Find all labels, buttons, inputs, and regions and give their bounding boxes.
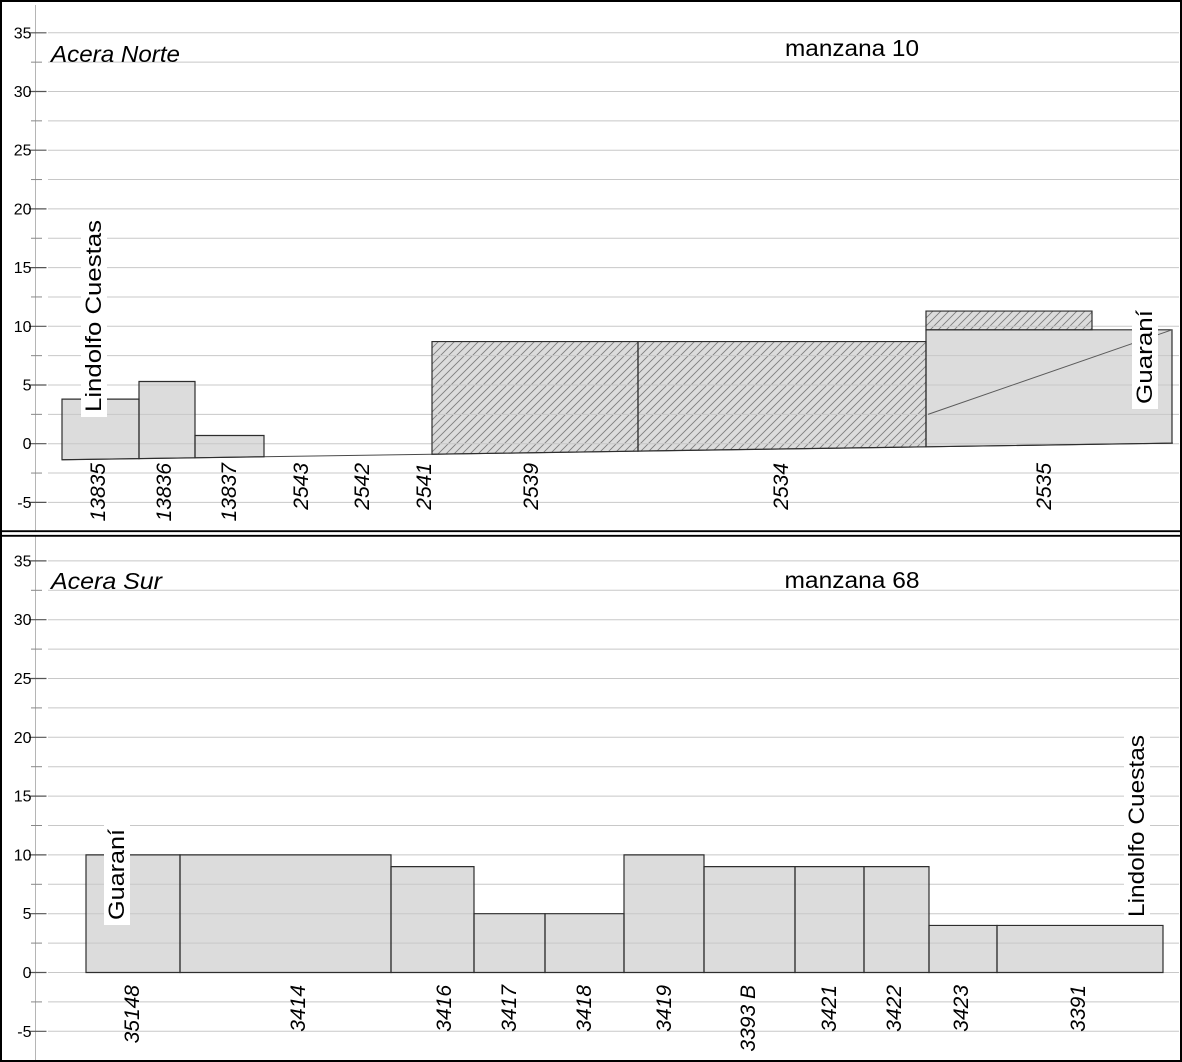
- building-outline-13837: [194, 434, 265, 459]
- street-name-left: Lindolfo Cuestas: [81, 220, 106, 412]
- street-name-right-bg: [1132, 304, 1158, 409]
- panel-title: Acera Sur: [49, 568, 164, 594]
- y-tick-label: 35: [14, 553, 32, 570]
- lot-label: 3419: [653, 985, 676, 1032]
- y-tick-label: 5: [23, 378, 32, 395]
- street-name-right-bg: [1124, 729, 1150, 922]
- building-outline-3391: [996, 924, 1164, 974]
- street-name-left: Guaraní: [104, 829, 129, 920]
- lot-label: 3391: [1067, 985, 1090, 1032]
- building-fill-3393-B: [704, 866, 795, 973]
- lot-label: 2543: [290, 463, 313, 511]
- block-label: manzana 68: [785, 567, 920, 593]
- lot-label: 13835: [87, 463, 110, 522]
- lot-label: 3422: [883, 985, 906, 1032]
- block-label: manzana 10: [785, 35, 919, 61]
- building-fill-3391: [997, 925, 1163, 973]
- y-tick-label: 35: [14, 25, 32, 42]
- y-tick-label: 10: [14, 319, 32, 336]
- y-tick-label: -5: [17, 495, 31, 512]
- y-tick-label: 30: [14, 84, 32, 101]
- street-name-left-bg: [104, 823, 130, 925]
- y-tick-label: 5: [23, 906, 32, 923]
- building-fill-3416: [391, 866, 474, 973]
- building-fill-3422: [864, 866, 929, 973]
- building-fill-3423: [929, 925, 997, 973]
- street-name-right: Lindolfo Cuestas: [1124, 735, 1149, 917]
- lot-label: 2541: [413, 463, 436, 511]
- y-tick-label: 30: [14, 612, 32, 629]
- building-fill-13837: [195, 435, 264, 458]
- y-tick-label: 0: [23, 436, 32, 453]
- y-tick-label: 20: [14, 730, 32, 747]
- building-outline-2535-roof: [925, 310, 1093, 331]
- lot-label: 35148: [121, 985, 144, 1044]
- y-tick-label: 0: [23, 965, 32, 982]
- building-hatch-2541-2539: [432, 341, 638, 455]
- lot-label: 3417: [498, 984, 521, 1032]
- building-fill-2535: [926, 329, 1172, 447]
- roof-slope-line: [927, 329, 1173, 415]
- building-hatch-2535-roof: [926, 311, 1092, 330]
- street-name-left-bg: [81, 214, 107, 417]
- y-tick-label: 25: [14, 143, 32, 160]
- lot-label: 3414: [287, 985, 310, 1032]
- elevation-panel-south: 35 30 25 20 15 10 5 0 -5 35148 3414 3416 3417 3418 341…: [2, 534, 1180, 1060]
- y-tick-label: 10: [14, 847, 32, 864]
- y-tick-label: 15: [14, 789, 32, 806]
- lot-label: 13837: [218, 462, 241, 522]
- building-fill-3421: [795, 866, 864, 973]
- lot-label: 2534: [770, 463, 793, 511]
- building-fill-13836: [139, 381, 195, 459]
- y-tick-label: -5: [17, 1024, 31, 1041]
- lot-label: 3423: [950, 985, 973, 1032]
- lot-label: 2539: [520, 463, 543, 511]
- lot-label: 3418: [573, 985, 596, 1032]
- lot-label: 3421: [818, 985, 841, 1032]
- panel-title: Acera Norte: [49, 41, 180, 67]
- lot-label: 13836: [153, 463, 176, 522]
- y-tick-label: 15: [14, 260, 32, 277]
- elevation-panel-north: 35 30 25 20 15 10 5 0 -5 13835 13836 13837 2543 2542 2…: [2, 5, 1180, 533]
- y-tick-label: 20: [14, 201, 32, 218]
- lot-label: 3416: [433, 985, 456, 1032]
- y-tick-label: 25: [14, 671, 32, 688]
- lot-label: 2542: [351, 463, 374, 511]
- street-name-right: Guaraní: [1132, 310, 1157, 404]
- building-hatch-2534: [638, 341, 926, 452]
- lot-label: 2535: [1033, 463, 1056, 511]
- lot-label: 3393 B: [737, 985, 760, 1052]
